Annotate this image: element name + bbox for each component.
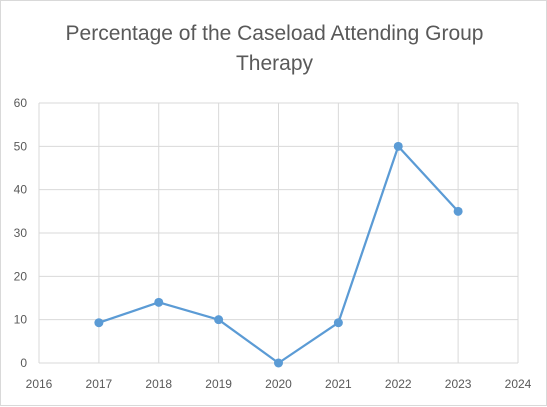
x-tick-label: 2016 <box>26 377 53 391</box>
y-tick-label: 20 <box>14 269 28 283</box>
y-tick-label: 60 <box>14 96 28 110</box>
data-point <box>94 318 104 328</box>
data-point <box>214 315 224 325</box>
y-tick-label: 10 <box>14 313 28 327</box>
data-point <box>274 358 283 368</box>
x-tick-label: 2023 <box>445 377 472 391</box>
data-point <box>393 141 403 151</box>
x-tick-label: 2017 <box>86 377 113 391</box>
data-point <box>154 297 164 307</box>
x-tick-label: 2020 <box>265 377 292 391</box>
y-tick-label: 50 <box>14 139 28 153</box>
chart-title-line-2: Therapy <box>235 52 314 75</box>
chart-title: Percentage of the Caseload Attending Gro… <box>1 19 547 79</box>
x-tick-label: 2024 <box>505 377 532 391</box>
y-tick-label: 40 <box>14 183 28 197</box>
x-tick-label: 2021 <box>325 377 352 391</box>
data-point <box>333 318 343 328</box>
x-tick-label: 2022 <box>385 377 412 391</box>
data-point <box>453 206 463 216</box>
y-tick-label: 30 <box>14 226 28 240</box>
chart-title-line-1: Percentage of the Caseload Attending Gro… <box>65 22 484 45</box>
x-tick-label: 2018 <box>145 377 172 391</box>
x-tick-label: 2019 <box>205 377 232 391</box>
y-tick-label: 0 <box>20 356 27 370</box>
